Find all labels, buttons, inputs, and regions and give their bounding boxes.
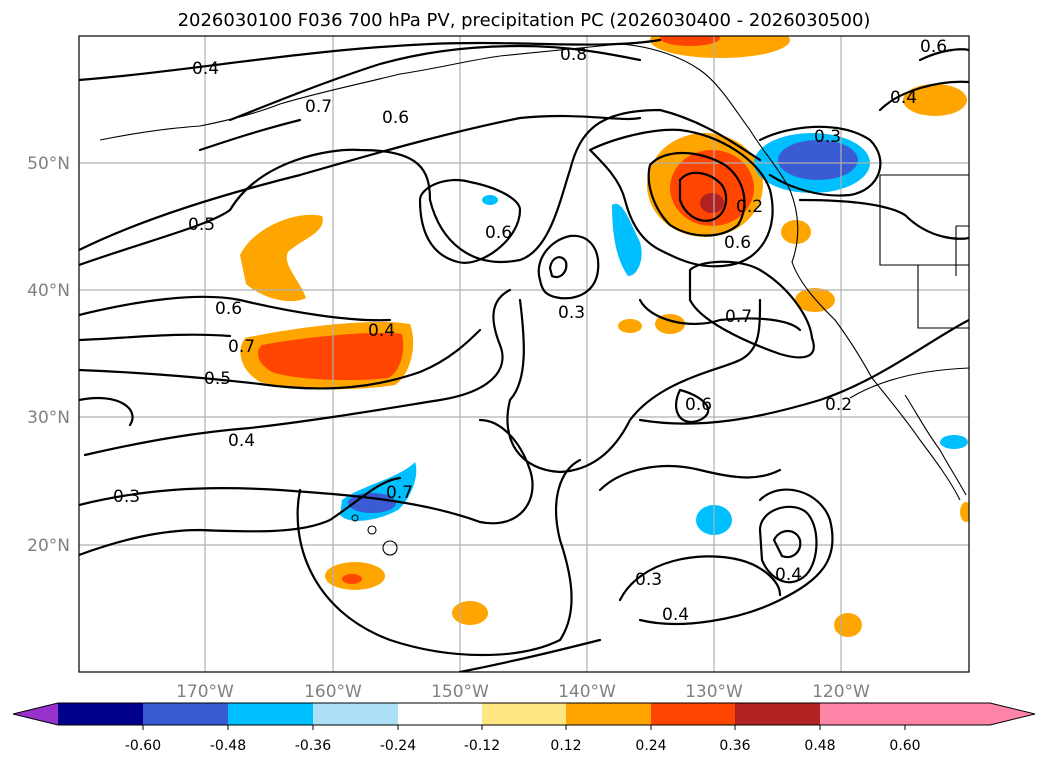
contour-label: 0.3 (814, 127, 841, 147)
lon-label: 130°W (685, 682, 743, 702)
contour-label: 0.5 (204, 369, 231, 389)
precip-positive-region (903, 84, 967, 116)
colorbar-label: 0.12 (550, 738, 581, 754)
contour-label: 0.6 (215, 299, 242, 319)
colorbar-label: 0.48 (804, 738, 835, 754)
contour-label: 0.7 (228, 337, 255, 357)
precip-negative-region (482, 195, 498, 205)
contour-label: 0.4 (228, 431, 255, 451)
precip-positive-region (342, 574, 362, 584)
lat-label: 50°N (27, 154, 70, 174)
lat-label: 40°N (27, 281, 70, 301)
colorbar-label: -0.48 (210, 738, 246, 754)
precip-positive-region (834, 613, 862, 637)
lat-label: 20°N (27, 536, 70, 556)
pv-contours (79, 38, 969, 672)
precip-positive-region (795, 288, 835, 312)
colorbar-label: -0.36 (295, 738, 331, 754)
precip-negative-region (778, 140, 858, 180)
colorbar-bin (313, 703, 398, 725)
precip-positive-region (700, 193, 724, 213)
precip-positive-region (618, 319, 642, 333)
contour-label: 0.4 (192, 59, 219, 79)
colorbar-bin (143, 703, 228, 725)
colorbar-label: -0.60 (125, 738, 161, 754)
colorbar-extend-left (13, 703, 58, 725)
contour-labels: 0.4 0.8 0.6 0.7 0.6 0.3 0.4 0.5 0.6 0.2 … (113, 37, 947, 625)
lon-label: 170°W (176, 682, 234, 702)
colorbar: -0.60 -0.48 -0.36 -0.24 -0.12 0.12 0.24 … (12, 702, 1036, 754)
precip-negative-region (940, 435, 968, 449)
lat-label: 30°N (27, 408, 70, 428)
colorbar-extend-right (905, 703, 1035, 725)
colorbar-label: 0.36 (719, 738, 750, 754)
coastlines (99, 43, 969, 556)
contour-label: 0.7 (386, 483, 413, 503)
precip-positive-region (960, 502, 969, 522)
precip-positive-region (781, 220, 811, 244)
latitude-labels: 50°N 40°N 30°N 20°N (27, 154, 70, 556)
contour-label: 0.6 (382, 108, 409, 128)
contour-label: 0.3 (558, 303, 585, 323)
colorbar-label: -0.12 (464, 738, 500, 754)
contour-label: 0.2 (825, 395, 852, 415)
precip-positive-region (240, 214, 323, 302)
colorbar-bin (735, 703, 820, 725)
colorbar-bin (58, 703, 143, 725)
contour-label: 0.2 (736, 197, 763, 217)
colorbar-bin (482, 703, 566, 725)
contour-label: 0.6 (920, 37, 947, 57)
lon-label: 140°W (558, 682, 616, 702)
contour-label: 0.8 (560, 45, 587, 65)
colorbar-label: 0.60 (889, 738, 920, 754)
precip-positive-region (670, 150, 754, 226)
colorbar-bin (820, 703, 905, 725)
precip-positive-region (660, 36, 720, 46)
contour-label: 0.7 (305, 97, 332, 117)
colorbar-bin (566, 703, 651, 725)
lon-label: 160°W (304, 682, 362, 702)
contour-label: 0.4 (368, 321, 395, 341)
longitude-labels: 170°W 160°W 150°W 140°W 130°W 120°W (176, 682, 870, 702)
colorbar-bin (228, 703, 313, 725)
map-title: 2026030100 F036 700 hPa PV, precipitatio… (178, 10, 871, 31)
precip-positive-region (257, 332, 404, 380)
lon-label: 120°W (812, 682, 870, 702)
contour-label: 0.4 (775, 565, 802, 585)
contour-label: 0.3 (635, 570, 662, 590)
colorbar-ticks (142, 725, 906, 730)
contour-label: 0.4 (890, 88, 917, 108)
contour-label: 0.6 (485, 223, 512, 243)
contour-label: 0.4 (662, 605, 689, 625)
lon-label: 150°W (431, 682, 489, 702)
precip-negative-region (612, 203, 642, 276)
contour-label: 0.7 (725, 307, 752, 327)
contour-label: 0.3 (113, 487, 140, 507)
colorbar-label: -0.24 (380, 738, 416, 754)
colorbar-bin (651, 703, 735, 725)
contour-label: 0.6 (724, 233, 751, 253)
contour-label: 0.6 (685, 395, 712, 415)
map-frame-border (78, 35, 970, 673)
map-gridlines (79, 36, 969, 672)
precip-shading (240, 36, 969, 637)
colorbar-outline (12, 702, 1036, 726)
colorbar-label: 0.24 (635, 738, 666, 754)
contour-label: 0.5 (188, 215, 215, 235)
precip-positive-region (452, 601, 488, 625)
colorbar-bin (398, 703, 482, 725)
